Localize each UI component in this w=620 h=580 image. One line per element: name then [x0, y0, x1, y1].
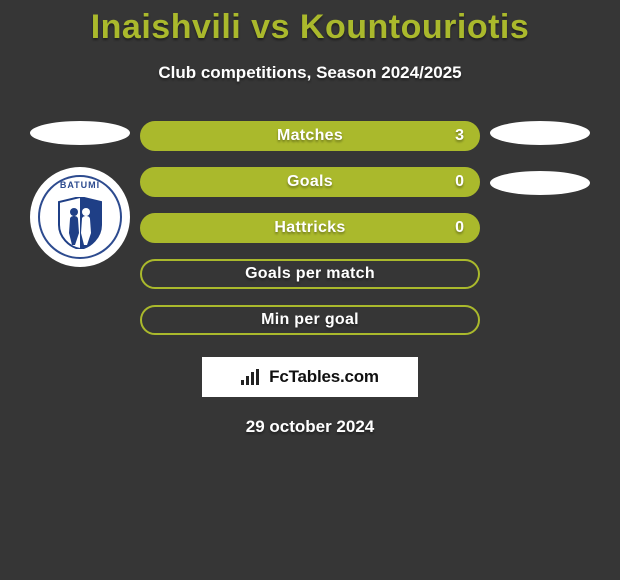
player-silhouette-right-2 [490, 171, 590, 195]
stat-value: 3 [455, 127, 464, 145]
stat-label: Matches [277, 127, 343, 145]
stat-label: Goals per match [245, 265, 375, 283]
page-title: Inaishvili vs Kountouriotis [0, 0, 620, 47]
stats-list: Matches 3 Goals 0 Hattricks 0 Goals per … [140, 121, 480, 335]
stat-value: 0 [455, 219, 464, 237]
stat-row-matches: Matches 3 [140, 121, 480, 151]
bar-chart-icon [241, 369, 263, 385]
date-label: 29 october 2024 [0, 417, 620, 437]
stat-value: 0 [455, 173, 464, 191]
stat-row-hattricks: Hattricks 0 [140, 213, 480, 243]
logo-text: FcTables.com [269, 367, 379, 387]
stat-label: Min per goal [261, 311, 359, 329]
club-badge-inner: BATUMI [38, 175, 122, 259]
subtitle: Club competitions, Season 2024/2025 [0, 63, 620, 83]
stats-container: BATUMI Matches 3 Goals 0 Hattricks 0 [0, 121, 620, 335]
left-column: BATUMI [20, 121, 140, 335]
player-silhouette-left [30, 121, 130, 145]
stat-label: Hattricks [274, 219, 345, 237]
fctables-logo[interactable]: FcTables.com [202, 357, 418, 397]
right-column [480, 121, 600, 335]
player-silhouette-right-1 [490, 121, 590, 145]
stat-label: Goals [287, 173, 333, 191]
shield-icon [57, 197, 103, 249]
club-badge-left: BATUMI [30, 167, 130, 267]
stat-row-goals: Goals 0 [140, 167, 480, 197]
club-badge-text: BATUMI [40, 180, 120, 190]
stat-row-goals-per-match: Goals per match [140, 259, 480, 289]
stat-row-min-per-goal: Min per goal [140, 305, 480, 335]
